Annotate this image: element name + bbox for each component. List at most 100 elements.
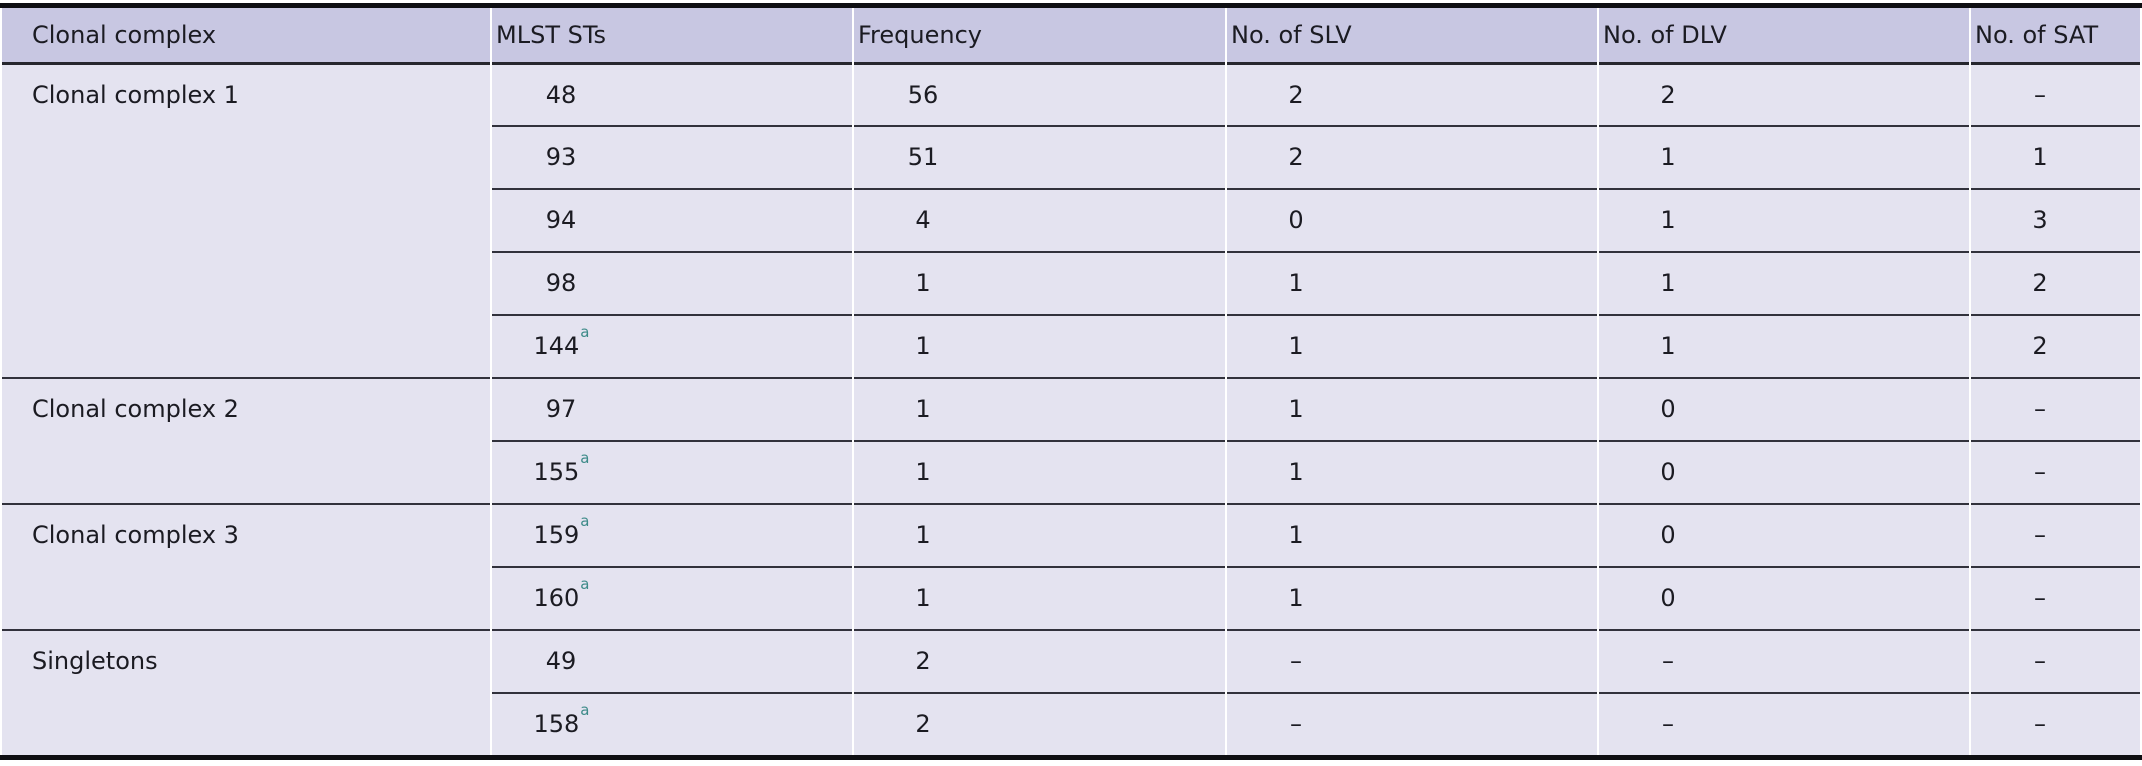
cell-mlst-st: 48 [492, 62, 852, 125]
cell-slv: 1 [1227, 251, 1597, 314]
cell-value: 155a [533, 448, 590, 487]
cell-value: 0 [1660, 521, 1676, 550]
footnote-marker-link[interactable]: a [580, 448, 590, 467]
cell-dlv: – [1599, 692, 1969, 755]
footnote-marker-link[interactable]: a [580, 511, 590, 530]
cell-frequency: 2 [854, 629, 1225, 692]
clonal-complex-table: Clonal complex MLST STs Frequency No. of… [0, 3, 2142, 760]
cell-value: 0 [1660, 584, 1676, 613]
cell-clonal-complex [2, 251, 490, 314]
cell-frequency: 1 [854, 440, 1225, 503]
cell-slv: 2 [1227, 62, 1597, 125]
cell-dlv: 1 [1599, 188, 1969, 251]
cell-value: 1 [1660, 143, 1676, 172]
footnote-marker-link[interactable]: a [580, 322, 590, 341]
cell-clonal-complex [2, 692, 490, 755]
table-row: 160a 1 1 0 – [2, 566, 2140, 629]
cell-value: – [2034, 80, 2046, 109]
cell-value: 1 [915, 269, 931, 298]
cell-value: 49 [545, 647, 577, 676]
cell-sat: – [1971, 377, 2140, 440]
cell-clonal-complex: Clonal complex 2 [2, 377, 490, 440]
cell-clonal-complex [2, 566, 490, 629]
header-row: Clonal complex MLST STs Frequency No. of… [2, 8, 2140, 62]
cell-mlst-st: 155a [492, 440, 852, 503]
cell-frequency: 2 [854, 692, 1225, 755]
cell-frequency: 1 [854, 377, 1225, 440]
column-header-no-of-sat: No. of SAT [1971, 8, 2140, 62]
table-row: 98 1 1 1 2 [2, 251, 2140, 314]
cell-value: 2 [1660, 80, 1676, 109]
cell-frequency: 4 [854, 188, 1225, 251]
cell-sat: – [1971, 62, 2140, 125]
cell-dlv: 0 [1599, 440, 1969, 503]
cell-sat: – [1971, 629, 2140, 692]
cell-value: – [2034, 710, 2046, 739]
cell-value: 159a [533, 511, 590, 550]
cell-value: 1 [1288, 395, 1304, 424]
cell-value: 144a [533, 322, 590, 361]
cell-mlst-st: 159a [492, 503, 852, 566]
cell-value: – [2034, 584, 2046, 613]
cell-value: 1 [1288, 269, 1304, 298]
cell-value: 1 [1288, 584, 1304, 613]
table-row: 94 4 0 1 3 [2, 188, 2140, 251]
cell-dlv: 1 [1599, 125, 1969, 188]
table-body: Clonal complex 1 48 56 2 2–93 51 2 1 1 94 4 0 1 3 98 1 1… [2, 62, 2140, 755]
cell-mlst-st: 98 [492, 251, 852, 314]
cell-slv: 1 [1227, 440, 1597, 503]
cell-value: 2 [2032, 332, 2048, 361]
cell-value: 2 [1288, 80, 1304, 109]
cell-value: 1 [2032, 143, 2048, 172]
cell-clonal-complex: Singletons [2, 629, 490, 692]
cell-value: 1 [915, 584, 931, 613]
cell-value: – [1662, 710, 1674, 739]
cell-mlst-st: 49 [492, 629, 852, 692]
cell-value: 4 [915, 206, 931, 235]
cell-clonal-complex [2, 125, 490, 188]
cell-sat: 1 [1971, 125, 2140, 188]
footnote-marker-link[interactable]: a [580, 700, 590, 719]
cell-value: 2 [2032, 269, 2048, 298]
cell-value: – [2034, 395, 2046, 424]
cell-dlv: 1 [1599, 251, 1969, 314]
cell-dlv: – [1599, 629, 1969, 692]
cell-value: 2 [915, 710, 931, 739]
cell-frequency: 51 [854, 125, 1225, 188]
cell-sat: – [1971, 503, 2140, 566]
table-row: 158a 2 – – – [2, 692, 2140, 755]
cell-mlst-st: 93 [492, 125, 852, 188]
table-header: Clonal complex MLST STs Frequency No. of… [2, 8, 2140, 62]
cell-value: 51 [907, 143, 939, 172]
cell-value: 1 [1660, 332, 1676, 361]
cell-clonal-complex: Clonal complex 1 [2, 62, 490, 125]
footnote-marker-link[interactable]: a [580, 574, 590, 593]
cell-slv: 1 [1227, 314, 1597, 377]
cell-mlst-st: 158a [492, 692, 852, 755]
cell-value: – [1290, 710, 1302, 739]
column-header-mlst-sts: MLST STs [492, 8, 852, 62]
cell-value: 0 [1660, 395, 1676, 424]
cell-clonal-complex [2, 188, 490, 251]
cell-sat: 2 [1971, 314, 2140, 377]
column-header-frequency: Frequency [854, 8, 1225, 62]
cell-value: 1 [915, 395, 931, 424]
cell-sat: – [1971, 692, 2140, 755]
cell-frequency: 1 [854, 314, 1225, 377]
cell-mlst-st: 160a [492, 566, 852, 629]
cell-clonal-complex [2, 440, 490, 503]
cell-slv: – [1227, 629, 1597, 692]
cell-slv: 1 [1227, 566, 1597, 629]
table-row: 155a 1 1 0 – [2, 440, 2140, 503]
cell-value: 48 [545, 80, 577, 109]
table-row: 93 51 2 1 1 [2, 125, 2140, 188]
cell-slv: – [1227, 692, 1597, 755]
cell-sat: 2 [1971, 251, 2140, 314]
cell-value: 98 [545, 269, 577, 298]
cell-value: 1 [1288, 521, 1304, 550]
column-header-clonal-complex: Clonal complex [2, 8, 490, 62]
cell-dlv: 0 [1599, 566, 1969, 629]
cell-value: 158a [533, 700, 590, 739]
cell-dlv: 1 [1599, 314, 1969, 377]
